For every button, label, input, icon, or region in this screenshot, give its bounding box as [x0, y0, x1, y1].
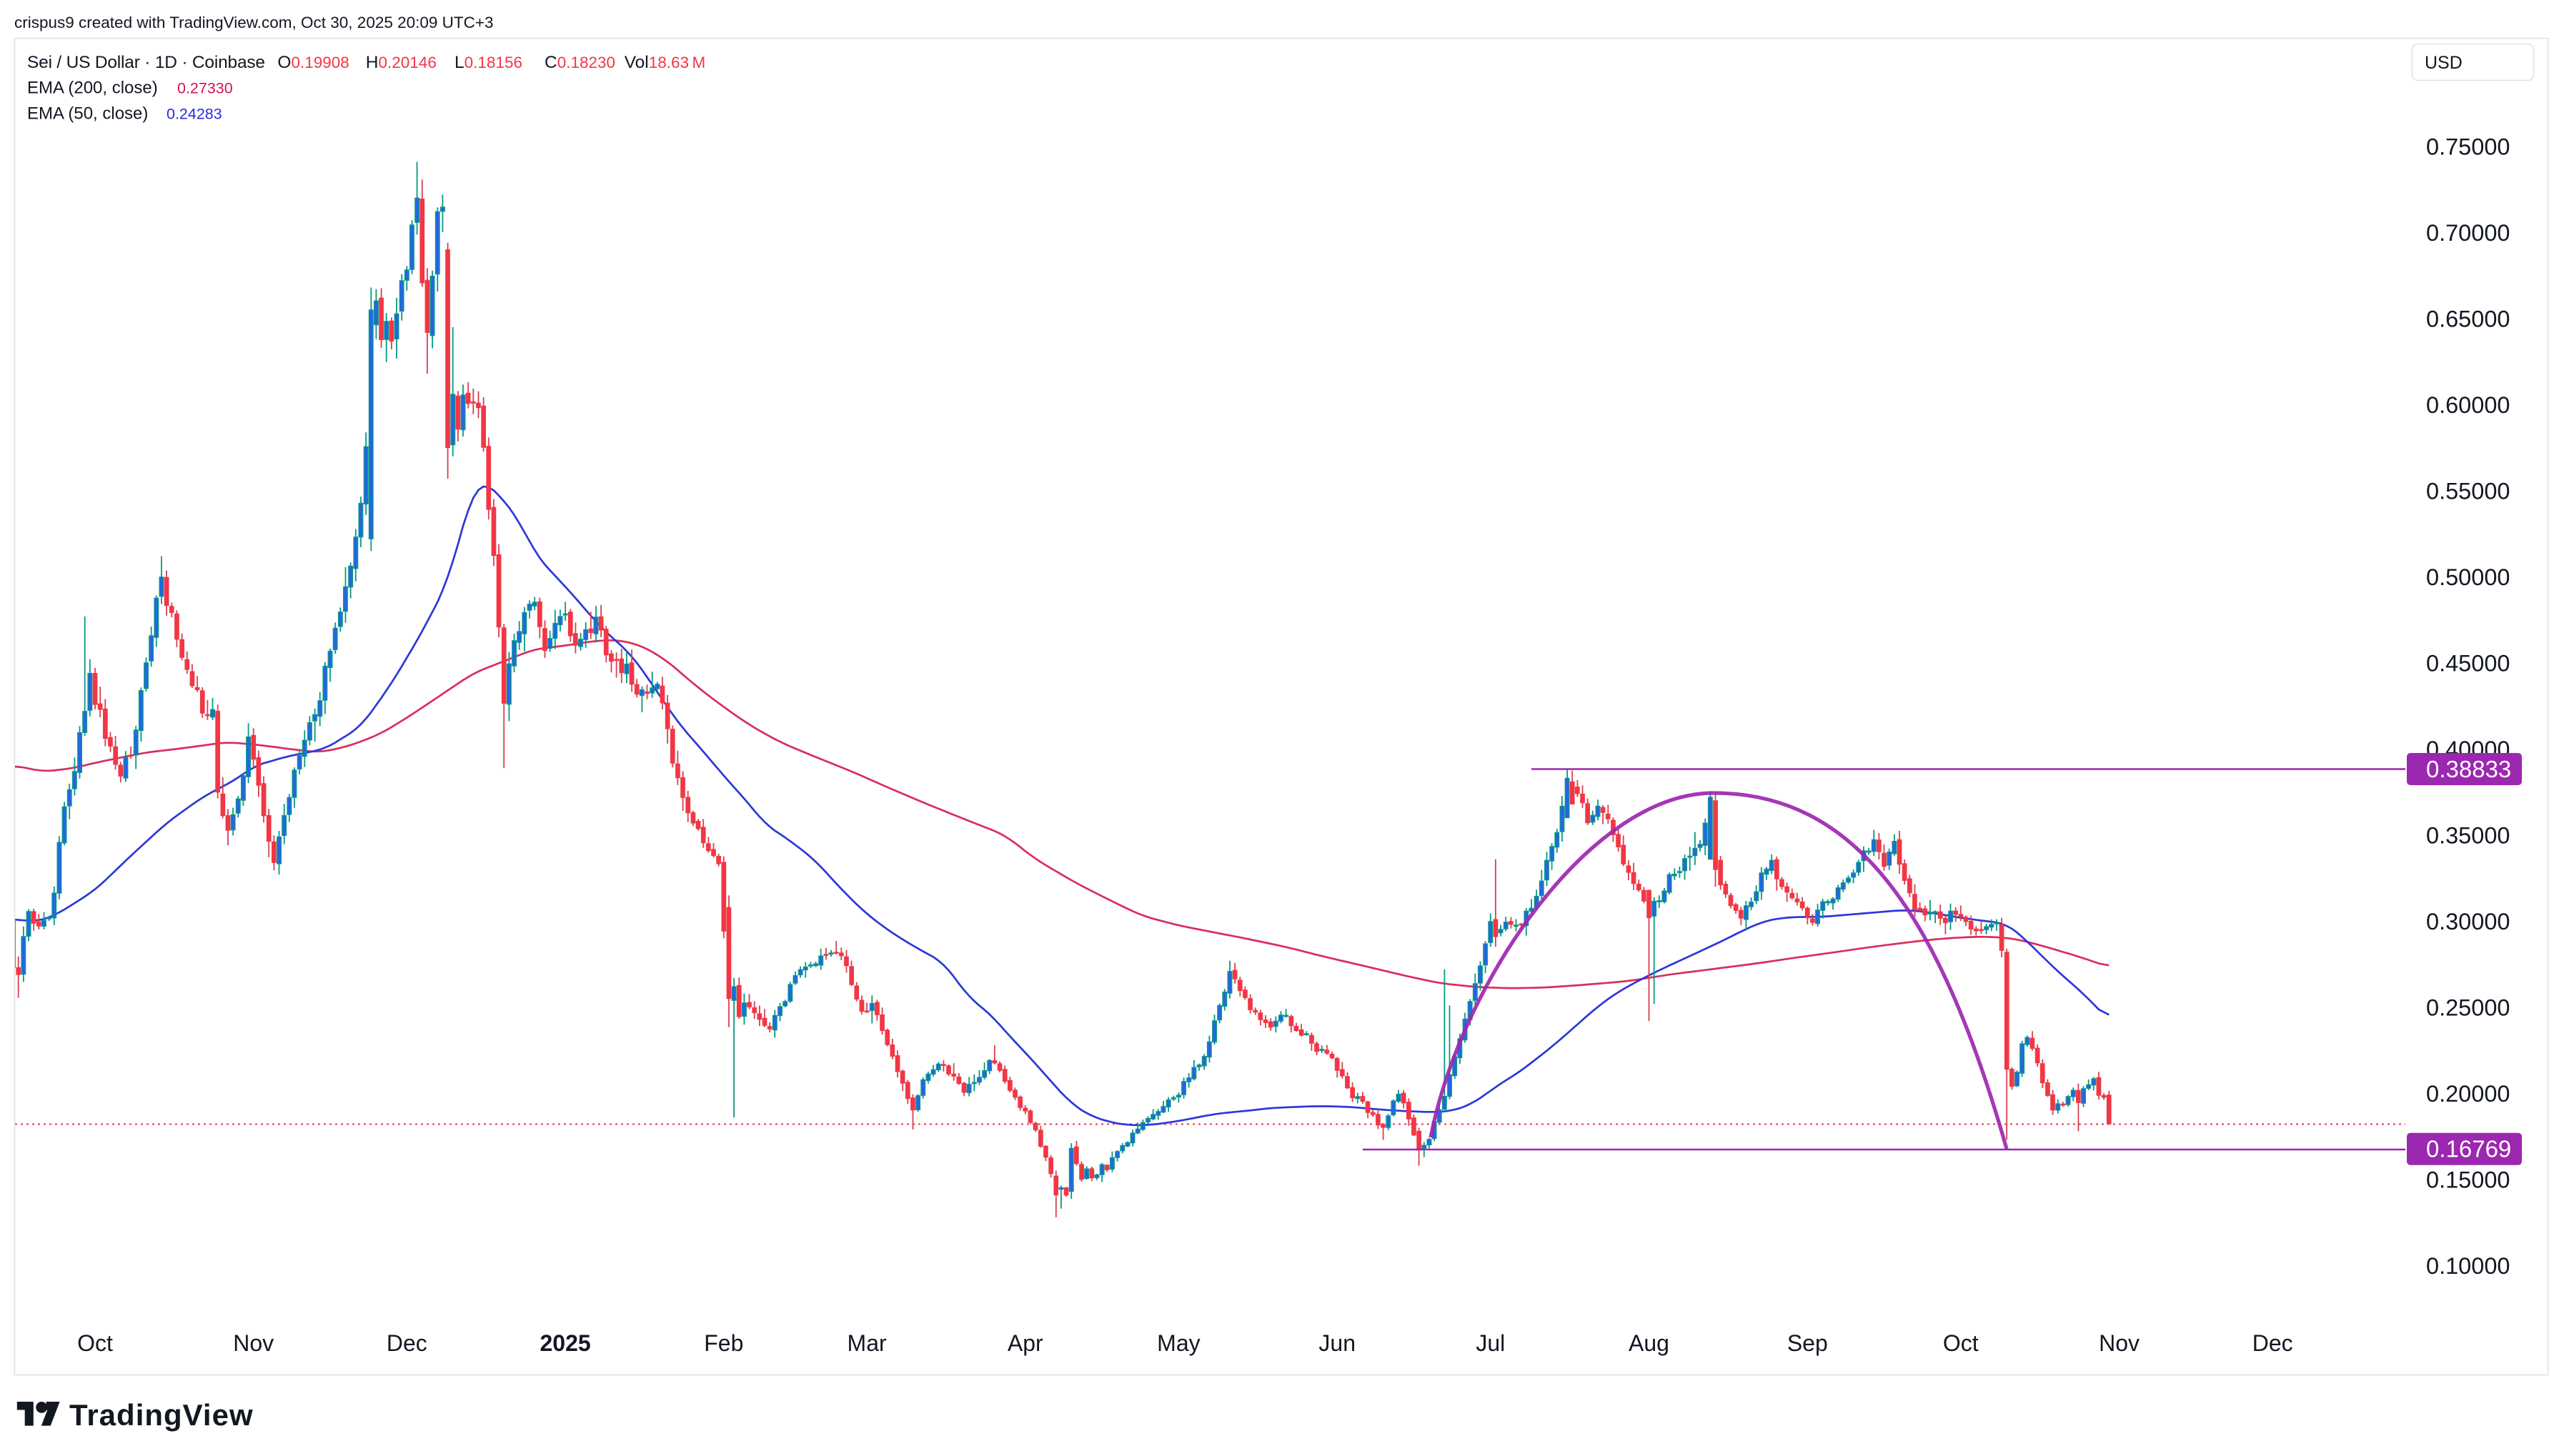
svg-text:Dec: Dec	[387, 1330, 427, 1356]
svg-text:Apr: Apr	[1008, 1330, 1043, 1356]
svg-text:Nov: Nov	[2099, 1330, 2140, 1356]
svg-text:L0.18156: L0.18156	[454, 53, 522, 72]
svg-text:Jun: Jun	[1318, 1330, 1356, 1356]
svg-text:0.35000: 0.35000	[2426, 822, 2510, 848]
svg-text:0.65000: 0.65000	[2426, 306, 2510, 331]
svg-text:Mar: Mar	[848, 1330, 887, 1356]
svg-text:crispus9 created with TradingV: crispus9 created with TradingView.com, O…	[14, 14, 494, 31]
svg-text:0.20000: 0.20000	[2426, 1081, 2510, 1107]
svg-text:Sei / US Dollar · 1D · Coinbas: Sei / US Dollar · 1D · Coinbase	[27, 53, 265, 72]
svg-text:0.70000: 0.70000	[2426, 220, 2510, 246]
svg-text:May: May	[1157, 1330, 1200, 1356]
svg-text:Vol18.63 M: Vol18.63 M	[625, 53, 706, 72]
svg-text:C0.18230: C0.18230	[545, 53, 615, 72]
svg-text:0.55000: 0.55000	[2426, 478, 2510, 504]
svg-text:Nov: Nov	[233, 1330, 274, 1356]
svg-text:O0.19908: O0.19908	[277, 53, 349, 72]
svg-text:0.30000: 0.30000	[2426, 909, 2510, 934]
svg-text:EMA (200, close)0.27330: EMA (200, close) 0.27330	[27, 79, 233, 98]
svg-text:2025: 2025	[540, 1330, 591, 1356]
svg-text:0.75000: 0.75000	[2426, 134, 2510, 159]
svg-text:Jul: Jul	[1476, 1330, 1505, 1356]
svg-text:0.38833: 0.38833	[2426, 756, 2511, 782]
svg-text:Aug: Aug	[1629, 1330, 1669, 1356]
svg-text:0.15000: 0.15000	[2426, 1167, 2510, 1192]
svg-text:Oct: Oct	[1943, 1330, 1979, 1356]
svg-text:0.10000: 0.10000	[2426, 1253, 2510, 1279]
svg-text:0.16769: 0.16769	[2426, 1136, 2511, 1162]
svg-text:Dec: Dec	[2252, 1330, 2293, 1356]
svg-text:Oct: Oct	[77, 1330, 113, 1356]
svg-text:0.45000: 0.45000	[2426, 650, 2510, 676]
svg-text:0.50000: 0.50000	[2426, 564, 2510, 590]
svg-text:Feb: Feb	[704, 1330, 743, 1356]
svg-text:0.25000: 0.25000	[2426, 994, 2510, 1020]
svg-text:USD: USD	[2425, 53, 2463, 73]
svg-text:0.60000: 0.60000	[2426, 392, 2510, 418]
svg-text:TradingView: TradingView	[69, 1398, 254, 1432]
svg-text:H0.20146: H0.20146	[366, 53, 437, 72]
svg-text:EMA (50, close)0.24283: EMA (50, close) 0.24283	[27, 104, 222, 124]
svg-text:Sep: Sep	[1787, 1330, 1828, 1356]
